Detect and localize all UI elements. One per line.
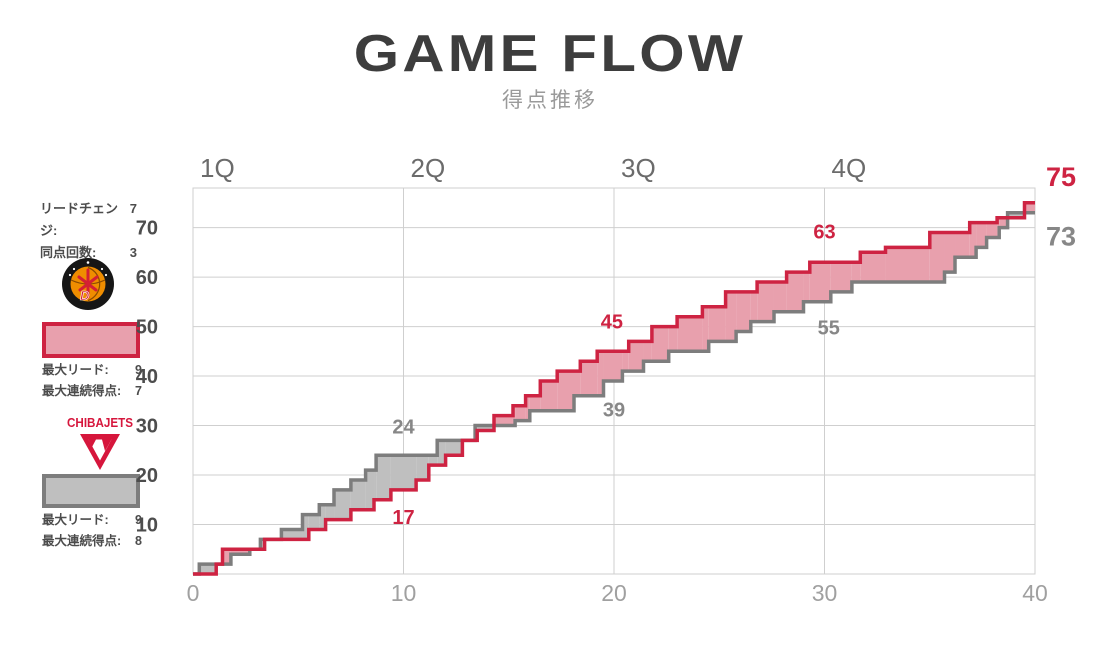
svg-text:50: 50 <box>136 317 158 339</box>
quarter-label-3Q: 3Q <box>621 153 656 183</box>
stat-ties-label: 同点回数: <box>40 245 97 260</box>
svg-text:10: 10 <box>136 515 158 537</box>
chiba-jets-logo-icon: CHIBAJETS <box>67 415 133 470</box>
svg-text:0: 0 <box>187 580 200 606</box>
score-annotation-39: 39 <box>603 400 625 422</box>
svg-text:30: 30 <box>136 416 158 438</box>
chiba-max-lead-row: 最大リード: 9 <box>42 510 142 531</box>
chiba-max-lead-label: 最大リード: <box>42 513 109 527</box>
y-axis-labels: 10 20 30 40 50 60 70 <box>136 218 158 537</box>
chiba-max-run-row: 最大連続得点: 8 <box>42 531 142 552</box>
quarter-label-2Q: 2Q <box>411 153 446 183</box>
score-annotation-24: 24 <box>392 417 415 439</box>
chiba-score-line <box>193 210 1035 576</box>
score-annotation-55: 55 <box>818 318 840 340</box>
svg-text:20: 20 <box>601 580 627 606</box>
svg-text:40: 40 <box>1022 580 1048 606</box>
chiba-legend-stats: 最大リード: 9 最大連続得点: 8 <box>42 510 142 552</box>
quarter-label-1Q: 1Q <box>200 153 235 183</box>
nagoya-max-lead-label: 最大リード: <box>42 363 109 377</box>
final-score-labels: 75 73 <box>1046 162 1076 252</box>
quarter-label-4Q: 4Q <box>832 153 867 183</box>
stat-lead-changes-value: 7 <box>129 201 137 216</box>
svg-text:40: 40 <box>136 366 158 388</box>
chiba-legend-swatch <box>42 474 140 508</box>
nagoya-max-run-label: 最大連続得点: <box>42 384 122 398</box>
page-title: GAME FLOW <box>353 25 747 83</box>
stat-ties-value: 3 <box>129 245 137 260</box>
plot-border <box>192 187 1036 575</box>
nagoya-max-lead-value: 9 <box>135 363 142 377</box>
score-annotation-45: 45 <box>601 312 623 334</box>
svg-text:D: D <box>80 288 90 303</box>
score-band-fills <box>199 202 1035 574</box>
svg-text:70: 70 <box>136 218 158 240</box>
x-axis-labels: 0 10 20 30 40 <box>187 580 1048 606</box>
score-annotation-63: 63 <box>813 222 835 244</box>
nagoya-max-run-row: 最大連続得点: 7 <box>42 381 142 402</box>
nagoya-diamond-dolphins-logo-icon: D <box>62 258 114 310</box>
chiba-max-run-value: 8 <box>135 534 142 548</box>
nagoya-final-score: 75 <box>1046 162 1076 192</box>
chiba-final-score: 73 <box>1046 222 1076 252</box>
chiba-max-run-label: 最大連続得点: <box>42 534 122 548</box>
score-annotation-17: 17 <box>392 507 414 529</box>
stat-lead-changes-label: リードチェンジ: <box>40 201 119 238</box>
nagoya-score-line <box>193 201 1035 576</box>
chiba-max-lead-value: 9 <box>135 513 142 527</box>
svg-text:10: 10 <box>391 580 417 606</box>
svg-text:60: 60 <box>136 267 158 289</box>
score-annotations: 17 24 45 39 63 55 <box>392 222 839 530</box>
page-subtitle: 得点推移 <box>502 89 598 112</box>
game-stats: リードチェンジ: 7 同点回数: 3 <box>40 198 137 264</box>
nagoya-max-lead-row: 最大リード: 9 <box>42 360 142 381</box>
stat-lead-changes: リードチェンジ: 7 <box>40 198 137 242</box>
nagoya-legend-swatch <box>42 322 140 358</box>
nagoya-legend-stats: 最大リード: 9 最大連続得点: 7 <box>42 360 142 402</box>
svg-text:30: 30 <box>812 580 838 606</box>
nagoya-max-run-value: 7 <box>135 384 142 398</box>
quarter-labels: 1Q 2Q 3Q 4Q <box>200 153 866 183</box>
svg-text:20: 20 <box>136 465 158 487</box>
svg-text:CHIBAJETS: CHIBAJETS <box>67 415 133 430</box>
stat-ties: 同点回数: 3 <box>40 242 137 264</box>
